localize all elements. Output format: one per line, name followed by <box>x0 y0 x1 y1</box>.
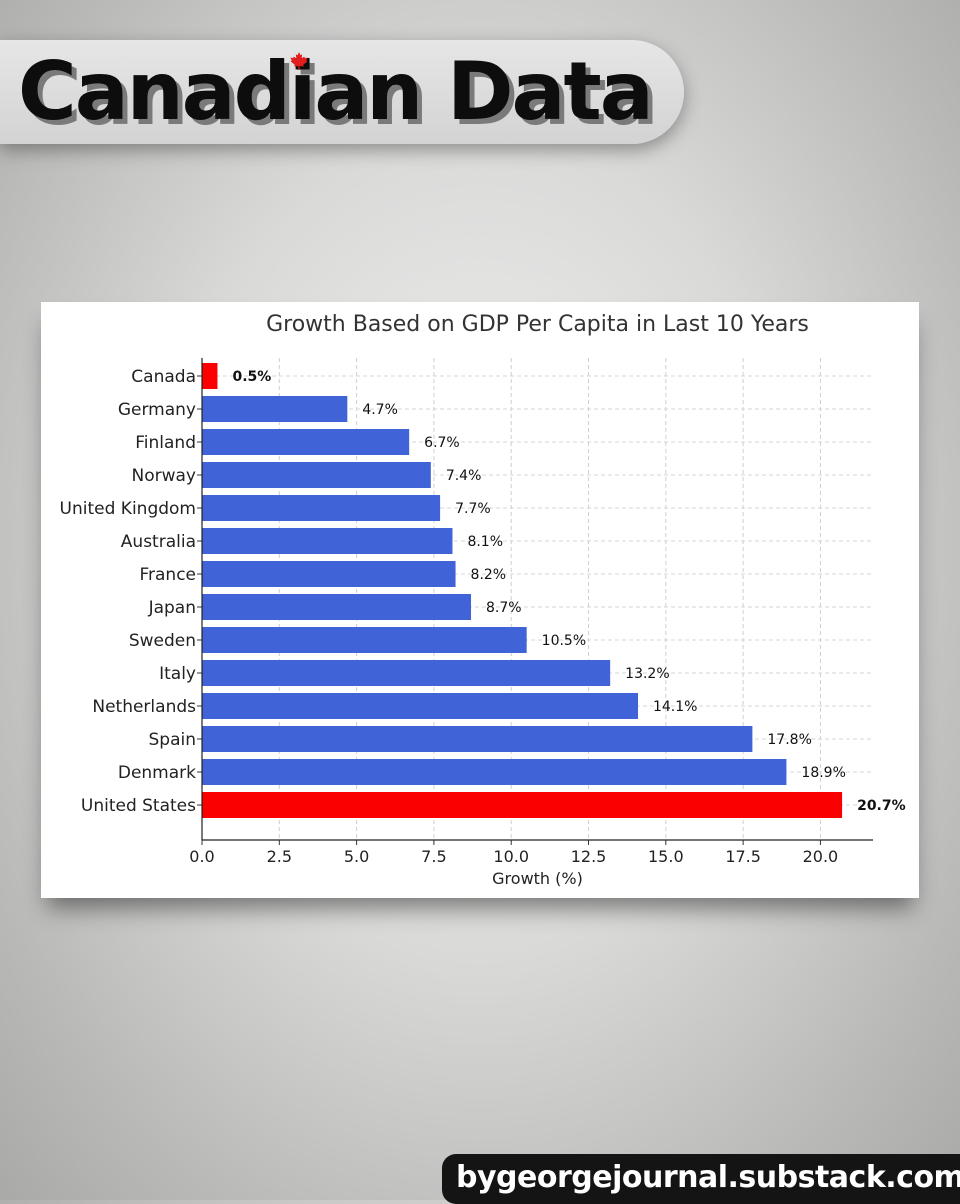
x-tick-label: 2.5 <box>267 847 292 866</box>
x-tick-label: 0.0 <box>189 847 214 866</box>
data-label: 6.7% <box>424 435 460 451</box>
y-tick-label: Japan <box>148 598 196 618</box>
y-tick-label: Sweden <box>129 631 196 651</box>
y-tick-label: United Kingdom <box>60 499 196 519</box>
bar-australia <box>202 528 453 554</box>
x-tick-label: 17.5 <box>725 847 761 866</box>
banner-title: Canadian Data <box>18 45 654 138</box>
bar-united-kingdom <box>202 495 441 521</box>
x-tick-label: 10.0 <box>493 847 529 866</box>
y-tick-label: Germany <box>118 400 196 420</box>
bar-denmark <box>202 759 787 785</box>
y-tick-label: Denmark <box>118 763 196 783</box>
x-axis-label: Growth (%) <box>492 869 583 888</box>
data-label: 14.1% <box>653 699 697 715</box>
footer-site-link[interactable]: bygeorgejournal.substack.com <box>456 1160 960 1195</box>
bar-spain <box>202 726 753 752</box>
data-label: 4.7% <box>362 402 398 418</box>
y-tick-label: Australia <box>121 532 196 552</box>
data-label: 13.2% <box>625 666 669 682</box>
bar-france <box>202 561 456 587</box>
y-tick-label: Spain <box>149 730 197 750</box>
chart-card: Growth Based on GDP Per Capita in Last 1… <box>41 302 919 898</box>
data-label: 0.5% <box>232 369 271 385</box>
bar-netherlands <box>202 693 638 719</box>
data-label: 10.5% <box>542 633 586 649</box>
chart-title: Growth Based on GDP Per Capita in Last 1… <box>266 312 809 337</box>
bar-germany <box>202 396 348 422</box>
data-label: 8.1% <box>467 534 503 550</box>
data-label: 8.7% <box>486 600 522 616</box>
bar-canada <box>202 363 218 389</box>
bar-finland <box>202 429 410 455</box>
bar-norway <box>202 462 431 488</box>
data-label: 18.9% <box>801 765 845 781</box>
data-label: 20.7% <box>857 798 906 814</box>
x-tick-label: 5.0 <box>344 847 369 866</box>
footer-badge <box>442 1154 960 1204</box>
y-tick-label: Norway <box>132 466 197 486</box>
bar-japan <box>202 594 472 620</box>
y-tick-label: Finland <box>135 433 196 453</box>
x-tick-label: 7.5 <box>421 847 446 866</box>
data-label: 17.8% <box>767 732 811 748</box>
x-tick-label: 20.0 <box>803 847 839 866</box>
y-tick-label: Netherlands <box>92 697 196 717</box>
y-tick-label: France <box>139 565 196 585</box>
bar-sweden <box>202 627 527 653</box>
x-tick-label: 12.5 <box>571 847 607 866</box>
data-label: 7.4% <box>446 468 482 484</box>
maple-leaf-icon <box>290 52 308 70</box>
x-tick-label: 15.0 <box>648 847 684 866</box>
growth-bar-chart: Growth Based on GDP Per Capita in Last 1… <box>60 312 906 888</box>
y-tick-label: Italy <box>159 664 196 684</box>
bar-italy <box>202 660 611 686</box>
title-banner <box>0 40 684 144</box>
y-tick-label: United States <box>81 796 196 816</box>
data-label: 7.7% <box>455 501 491 517</box>
data-label: 8.2% <box>471 567 507 583</box>
y-tick-label: Canada <box>131 367 196 387</box>
bar-united-states <box>202 792 843 818</box>
